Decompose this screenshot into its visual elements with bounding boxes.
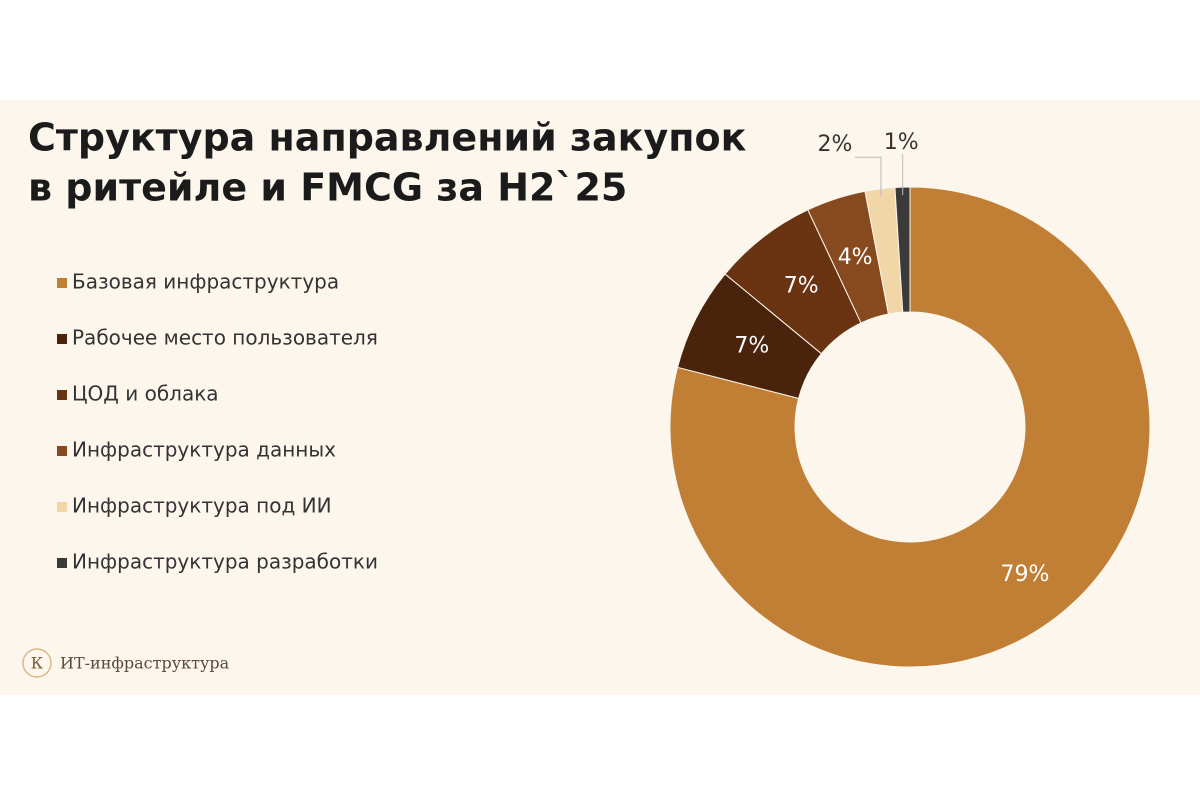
chart-title: Структура направлений закупок — [28, 116, 747, 160]
legend-swatch — [57, 278, 67, 288]
data-label: 7% — [734, 333, 769, 358]
legend-label: Инфраструктура данных — [72, 438, 336, 462]
footer-text: ИТ-инфраструктура — [60, 654, 230, 673]
logo-ring — [22, 648, 52, 678]
leader-line — [901, 154, 904, 196]
legend-label: Инфраструктура разработки — [72, 550, 378, 574]
data-label: 7% — [784, 274, 819, 299]
legend-swatch — [57, 446, 67, 456]
legend-label: Рабочее место пользователя — [72, 326, 378, 350]
legend-label: ЦОД и облака — [72, 382, 219, 406]
data-label: 2% — [817, 132, 852, 157]
donut-slice — [669, 186, 1151, 668]
data-label: 1% — [884, 130, 919, 155]
legend-swatch — [57, 558, 67, 568]
leader-line — [854, 156, 882, 197]
logo: К — [31, 654, 44, 673]
legend-swatch — [57, 502, 67, 512]
chart-title: в ритейле и FMCG за H2`25 — [28, 166, 627, 210]
donut-slice — [894, 186, 911, 313]
data-label: 4% — [838, 245, 873, 270]
legend-swatch — [57, 334, 67, 344]
data-label: 79% — [1000, 562, 1049, 587]
legend-label: Инфраструктура под ИИ — [72, 494, 332, 518]
legend-label: Базовая инфраструктура — [72, 270, 339, 294]
legend-swatch — [57, 390, 67, 400]
